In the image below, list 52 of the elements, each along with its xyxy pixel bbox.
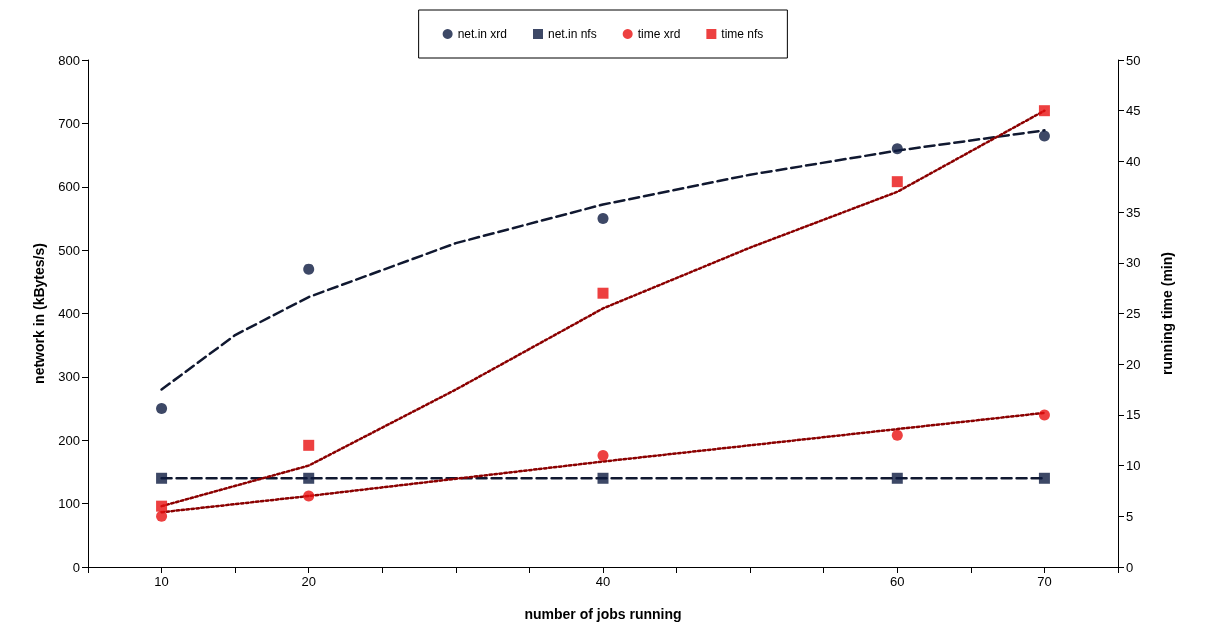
y2-axis-title: running time (min) <box>1159 252 1175 375</box>
y2-tick-label: 50 <box>1126 52 1141 68</box>
point <box>303 263 315 275</box>
point <box>156 472 168 484</box>
legend-label: net.in xrd <box>457 27 507 41</box>
y2-tick-label: 15 <box>1126 407 1141 423</box>
point <box>156 403 168 415</box>
legend-label: net.in nfs <box>547 27 597 41</box>
x-tick-label: 40 <box>595 574 611 589</box>
y-tick-label: 500 <box>58 242 80 258</box>
point <box>891 143 903 155</box>
point <box>303 439 315 451</box>
y2-tick-label: 5 <box>1126 508 1134 524</box>
point <box>1038 130 1050 142</box>
point <box>891 472 903 484</box>
y2-tick-label: 10 <box>1126 458 1141 474</box>
y-tick-label: 600 <box>58 179 80 195</box>
x-tick-label: 60 <box>890 574 905 589</box>
y-tick-label: 400 <box>58 306 80 321</box>
x-tick-label: 20 <box>301 574 316 589</box>
y-tick-label: 0 <box>72 559 80 575</box>
y2-tick-label: 30 <box>1126 255 1141 271</box>
point <box>303 490 315 502</box>
y2-tick-label: 20 <box>1126 356 1141 372</box>
point <box>1038 472 1050 484</box>
x-axis-title: number of jobs running <box>524 606 682 622</box>
point <box>156 510 168 522</box>
x-tick-label: 10 <box>154 574 169 589</box>
point <box>1038 105 1050 117</box>
point <box>156 500 168 512</box>
point <box>597 449 609 461</box>
y2-tick-label: 25 <box>1126 306 1141 321</box>
y-tick-label: 200 <box>58 432 80 448</box>
point <box>891 176 903 188</box>
point <box>303 472 315 484</box>
point <box>597 472 609 484</box>
point <box>597 212 609 224</box>
point <box>1038 409 1050 421</box>
point <box>597 287 609 299</box>
y2-tick-label: 35 <box>1126 204 1141 220</box>
y-axis-title: network in (kBytes/s) <box>31 243 47 384</box>
legend-label: time nfs <box>721 27 764 41</box>
y2-tick-label: 45 <box>1126 103 1141 119</box>
x-tick-label: 70 <box>1037 574 1052 589</box>
y-tick-label: 100 <box>58 496 80 512</box>
y-tick-label: 300 <box>58 369 80 385</box>
y-tick-label: 700 <box>58 115 80 131</box>
y2-tick-label: 0 <box>1126 559 1134 575</box>
legend-label: time xrd <box>637 27 681 41</box>
point <box>891 429 903 441</box>
y-tick-label: 800 <box>58 52 80 68</box>
y2-tick-label: 40 <box>1126 153 1141 169</box>
